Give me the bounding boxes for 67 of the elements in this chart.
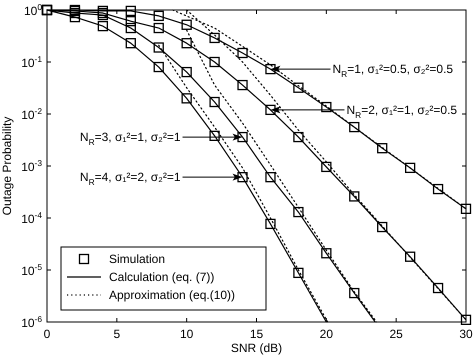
y-tick-label: 10$^{-5}$ <box>21 262 42 278</box>
annotation: N$_{R}$=2, σ₁²=1, σ₂²=0.5 <box>346 102 458 120</box>
point <box>70 12 80 22</box>
point <box>404 252 416 262</box>
point <box>126 16 136 26</box>
point <box>265 64 276 74</box>
point <box>432 184 444 194</box>
point <box>237 48 248 58</box>
point <box>349 288 360 298</box>
point <box>154 42 164 53</box>
point <box>154 62 164 72</box>
point <box>237 172 248 182</box>
point <box>182 66 192 78</box>
point <box>432 282 444 294</box>
point <box>209 56 220 68</box>
x-tick-label: 5 <box>113 327 120 341</box>
point <box>321 162 332 172</box>
point <box>293 132 304 142</box>
x-tick-label: 25 <box>389 327 404 341</box>
point <box>209 96 220 108</box>
point <box>154 22 164 34</box>
y-tick-label: 10$^{-4}$ <box>21 210 42 226</box>
annotation: N$_{R}$=1, σ₁²=0.5, σ₂²=0.5 <box>332 62 454 79</box>
point <box>182 20 192 30</box>
point <box>182 38 192 48</box>
x-axis-title: SNR (dB) <box>230 341 282 355</box>
point <box>126 22 136 34</box>
legend-label: Approximation (eq.(10)) <box>109 288 236 302</box>
point <box>321 102 332 112</box>
x-tick-label: 15 <box>250 327 264 341</box>
point <box>293 268 304 278</box>
point <box>154 10 164 22</box>
point <box>349 122 360 132</box>
point <box>349 191 360 202</box>
legend-label: Simulation <box>109 252 166 266</box>
y-axis-title: Outage Probability <box>0 116 14 216</box>
point <box>293 206 304 218</box>
point <box>265 172 276 182</box>
y-tick-label: 10$^{-2}$ <box>21 106 42 122</box>
x-tick-label: 20 <box>320 327 334 341</box>
point <box>126 6 136 16</box>
x-tick-label: 10 <box>180 327 194 341</box>
point <box>209 130 220 141</box>
point <box>98 20 108 32</box>
annotation: N$_{R}$=3, σ₁²=1, σ₂²=1 <box>80 130 181 147</box>
annotation: N$_{R}$=4, σ₁²=2, σ₂²=1 <box>80 170 181 187</box>
point <box>265 104 276 116</box>
point <box>237 132 248 142</box>
y-tick-label: 10$^{0}$ <box>24 2 42 18</box>
point <box>126 38 136 48</box>
point <box>293 82 304 93</box>
point <box>209 32 220 44</box>
point <box>265 218 276 230</box>
legend-label: Calculation (eq. (7)) <box>109 270 214 284</box>
point <box>237 80 248 90</box>
point <box>377 143 388 154</box>
x-tick-label: 0 <box>44 327 51 341</box>
y-tick-label: 10$^{-3}$ <box>21 158 42 174</box>
y-tick-label: 10$^{-6}$ <box>21 314 42 330</box>
point <box>182 93 192 104</box>
y-tick-label: 10$^{-1}$ <box>21 54 42 70</box>
point <box>460 314 472 325</box>
point <box>460 204 472 214</box>
point <box>377 222 388 232</box>
x-tick-label: 30 <box>459 327 473 341</box>
point <box>321 248 332 258</box>
point <box>404 162 416 174</box>
